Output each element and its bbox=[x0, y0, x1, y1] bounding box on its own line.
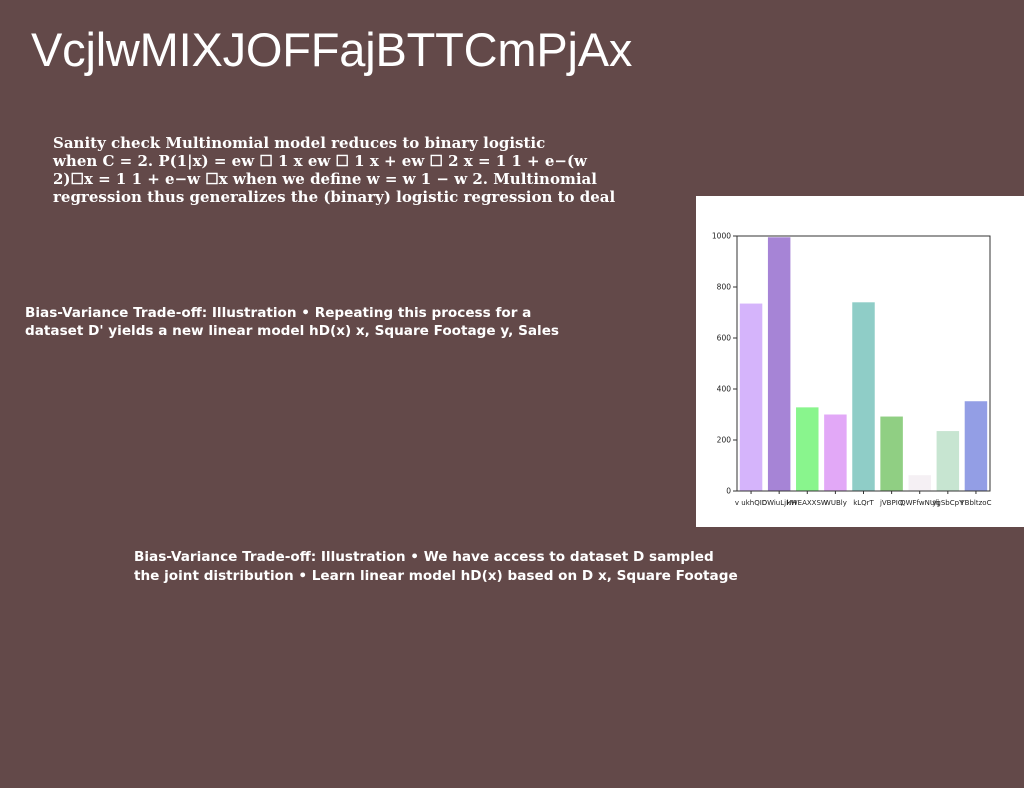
x-tick-label: ygSbCpY bbox=[932, 499, 964, 507]
text-line: dataset D' yields a new linear model hD(… bbox=[25, 323, 559, 339]
slide-title: VcjlwMIXJOFFajBTTCmPjAx bbox=[31, 23, 633, 76]
bar-3 bbox=[824, 414, 847, 491]
text-block-bias-variance-repeat: Bias-Variance Trade-off: Illustration • … bbox=[25, 304, 559, 340]
text-line: regression thus generalizes the (binary)… bbox=[53, 188, 616, 206]
text-block-multinomial: Sanity check Multinomial model reduces t… bbox=[53, 134, 615, 206]
y-tick-label: 1000 bbox=[712, 232, 731, 241]
bar-chart-panel: 0 200 400 600 800 1000 v ukhQID DWiuLjHH kWEAXXS… bbox=[696, 196, 1024, 527]
x-tick-label: v ukhQID bbox=[735, 499, 767, 507]
bar-0 bbox=[739, 303, 763, 491]
bar-7 bbox=[936, 431, 960, 491]
bar-6 bbox=[908, 475, 931, 491]
text-line: Sanity check Multinomial model reduces t… bbox=[53, 134, 546, 152]
y-tick-label: 200 bbox=[717, 436, 732, 445]
x-tick-label: WUBly bbox=[824, 499, 847, 507]
text-line: the joint distribution • Learn linear mo… bbox=[134, 568, 738, 584]
x-tick-label: jVBPIQ bbox=[879, 499, 904, 507]
y-tick-label: 400 bbox=[717, 385, 732, 394]
x-tick-label: kLQrT bbox=[853, 499, 874, 507]
bar-5 bbox=[880, 416, 903, 491]
text-line: Bias-Variance Trade-off: Illustration • … bbox=[25, 305, 532, 321]
bar-chart: 0 200 400 600 800 1000 v ukhQIDDWiuLjHHkWEAXXS… bbox=[712, 232, 992, 508]
x-tick-label: YBbltzoC bbox=[959, 499, 991, 507]
y-tick-label: 800 bbox=[717, 283, 732, 292]
x-tick-label: DWiuLjHH bbox=[762, 499, 797, 507]
text-line: Bias-Variance Trade-off: Illustration • … bbox=[134, 549, 714, 565]
x-tick-label: kWEAXXSW bbox=[787, 499, 828, 507]
x-tick-label: QWFfwNUfj bbox=[900, 499, 939, 507]
text-line: 2)☐x = 1 1 + e−w ☐x when we define w = w… bbox=[53, 170, 597, 188]
text-block-bias-variance-dataset: Bias-Variance Trade-off: Illustration • … bbox=[134, 548, 738, 586]
y-tick-label: 0 bbox=[726, 487, 731, 496]
y-tick-label: 600 bbox=[717, 334, 732, 343]
bar-2 bbox=[796, 407, 819, 491]
bar-4 bbox=[852, 302, 875, 491]
text-line: when C = 2. P(1|x) = ew ☐ 1 x ew ☐ 1 x +… bbox=[53, 152, 587, 170]
bar-8 bbox=[964, 401, 988, 491]
bar-1 bbox=[767, 237, 791, 491]
